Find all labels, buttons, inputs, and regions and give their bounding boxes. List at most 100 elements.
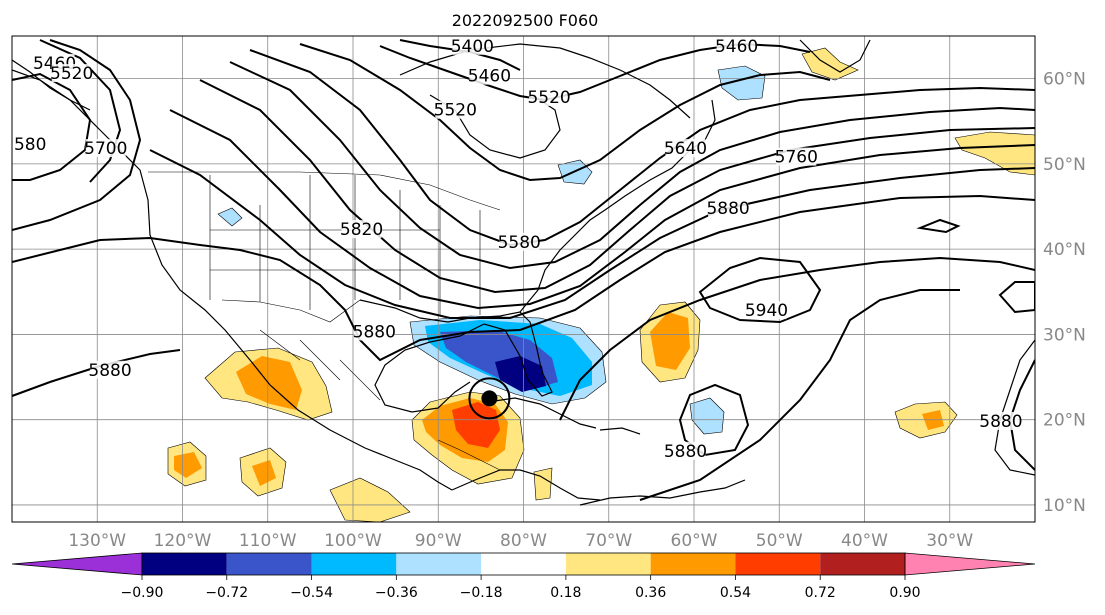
positive-anomaly-caribbean-east (533, 467, 553, 501)
contour-label: 5820 (340, 220, 383, 240)
colorbar-segment (226, 553, 312, 575)
colorbar-tick-label: 0.72 (805, 585, 836, 601)
contour-label: 5880 (353, 322, 396, 342)
colorbar-segment (820, 553, 905, 575)
colorbar-segment (142, 553, 227, 575)
contour-label-background (452, 36, 493, 55)
border-us-mexico (221, 299, 361, 323)
latitude-tick-label: 40°N (1043, 240, 1086, 260)
contour-label: 5520 (527, 88, 570, 108)
coast-hispaniola (599, 427, 641, 435)
contour-label-background (980, 411, 1021, 430)
colorbar-segment (481, 553, 566, 575)
border-mexico-states (259, 329, 381, 401)
contour-label-background (746, 301, 787, 320)
colorbar-outline (141, 552, 906, 576)
contour-label: 5880 (88, 361, 131, 381)
longitude-tick-label: 120°W (154, 531, 212, 551)
height-contours (12, 39, 1035, 501)
longitude-tick-label: 130°W (68, 531, 126, 551)
contour-5640 (229, 61, 1035, 270)
contour-label: 5700 (84, 139, 127, 159)
contour-5700 (199, 79, 1035, 294)
positive-anomaly-caribbean-inner (452, 402, 500, 448)
contour-label: 5880 (979, 412, 1022, 432)
contour-label-background (354, 322, 395, 341)
coast-greenland (799, 39, 871, 73)
colorbar-tick-label: 0.54 (720, 585, 751, 601)
colorbar-tick-label: −0.72 (205, 585, 248, 601)
contour-5940-small (916, 218, 961, 234)
contour-5820 (149, 149, 1035, 319)
negative-anomaly-labrador (717, 65, 766, 101)
contour-label-background (529, 87, 570, 106)
colorbar-tick-label: 0.90 (889, 585, 920, 601)
contour-5700-west (12, 39, 142, 231)
longitude-tick-label: 70°W (585, 531, 632, 551)
negative-anomaly-core (495, 356, 546, 392)
contour-label-background (12, 134, 45, 153)
contour-label: 5640 (664, 139, 707, 159)
colorbar-segment (735, 553, 821, 575)
colorbar: −0.90 −0.72 −0.54 −0.36 −0.18 0.18 0.36 0.54 0.7… (11, 552, 1036, 601)
contour-5880-east-loop (998, 281, 1035, 314)
border-us-canada (148, 171, 501, 211)
colorbar-tick-label: 0.18 (550, 585, 581, 601)
contour-5580 (249, 49, 1035, 247)
political-borders (148, 171, 501, 471)
contour-label: 5880 (664, 442, 707, 462)
coast-east (519, 99, 716, 313)
contour-label-background (435, 100, 476, 119)
contour-label-background (665, 139, 706, 158)
contour-label-background (341, 220, 382, 239)
colorbar-segment (311, 553, 397, 575)
shaded-anomaly-fields (167, 47, 1035, 522)
contour-label-background (665, 441, 706, 460)
colorbar-tick-label: 0.36 (635, 585, 666, 601)
longitude-tick-label: 60°W (671, 531, 718, 551)
positive-anomaly-atlantic-inner (650, 312, 690, 370)
contour-5520-east (299, 43, 831, 182)
contour-label-background (469, 66, 510, 85)
coast-south-america (579, 479, 746, 506)
contour-5940 (698, 256, 822, 324)
positive-anomaly-pacific-south (329, 477, 411, 522)
contour-label-background (716, 36, 757, 55)
contour-label-background (90, 360, 131, 379)
longitude-tick-label: 80°W (500, 531, 547, 551)
contour-label: 5580 (3, 135, 46, 155)
colorbar-tick-label: −0.54 (290, 585, 333, 601)
colorbar-tick-label: −0.18 (460, 585, 503, 601)
storm-center (481, 390, 498, 407)
latitude-tick-label: 60°N (1043, 70, 1086, 90)
map-frame (11, 35, 1036, 523)
border-us-states (209, 175, 481, 315)
map-title: 2022092500 F060 (452, 11, 599, 30)
colorbar-segment (396, 553, 482, 575)
contour-label: 5460 (715, 37, 758, 57)
negative-anomaly-rockies (217, 207, 243, 227)
longitude-tick-label: 90°W (415, 531, 462, 551)
contour-5880-southeast (639, 289, 960, 501)
contour-label: 5580 (498, 233, 541, 253)
storm-ring (468, 377, 511, 420)
contour-label-background (85, 139, 126, 158)
negative-anomaly-atlantic-south (689, 397, 725, 435)
border-central-america (437, 439, 501, 471)
contour-label-background (708, 198, 749, 217)
colorbar-extend-high (904, 552, 1036, 576)
positive-anomaly-south-mexico-core (252, 460, 276, 486)
contour-label: 5940 (745, 301, 788, 321)
colorbar-tick-label: −0.90 (121, 585, 164, 601)
coast-central-america (451, 469, 601, 501)
latitude-tick-label: 50°N (1043, 155, 1086, 175)
contour-label-background (776, 147, 817, 166)
latitude-tick-label: 20°N (1043, 411, 1086, 431)
positive-anomaly-pacific-core (174, 452, 202, 478)
contour-label-background (51, 64, 92, 83)
coast-canada-north (399, 43, 691, 119)
contour-5880-north (12, 194, 1035, 362)
